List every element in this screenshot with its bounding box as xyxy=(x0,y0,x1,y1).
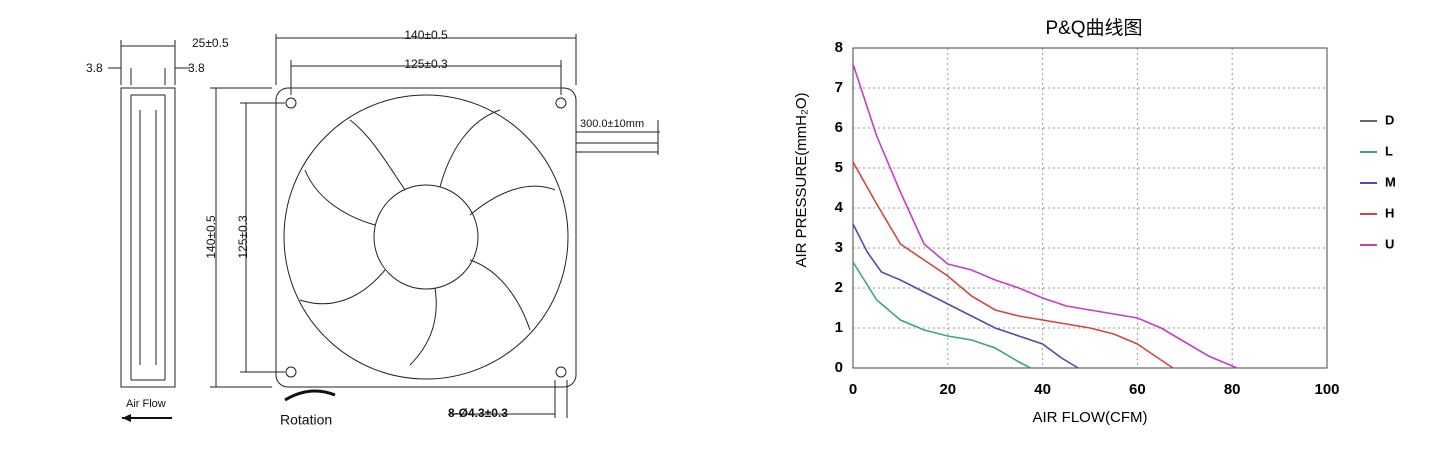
chart: P&Q曲线图 AIR FLOW(CFM) AIR PRESSURE(mmH₂O)… xyxy=(793,17,1396,426)
y-tick-label: 0 xyxy=(835,359,843,376)
series-line xyxy=(852,261,1032,369)
x-tick-label: 60 xyxy=(1129,381,1146,398)
dim-label: 140±0.5 xyxy=(404,28,448,42)
fan-hub xyxy=(373,184,479,290)
fan-blades xyxy=(299,109,556,366)
cable xyxy=(576,120,660,155)
hole-dimension xyxy=(450,380,568,418)
x-axis-label: AIR FLOW(CFM) xyxy=(1033,409,1148,426)
fan-side xyxy=(120,87,176,388)
dim-label: 3.8 xyxy=(188,61,205,75)
side-dimensions xyxy=(108,40,190,85)
legend-label: M xyxy=(1385,174,1396,189)
rotation-arrow xyxy=(284,389,336,402)
y-tick-label: 6 xyxy=(835,119,843,136)
height-dimensions xyxy=(210,87,285,388)
y-tick-label: 8 xyxy=(835,39,843,56)
fan-side-detail xyxy=(130,94,166,381)
x-tick-label: 100 xyxy=(1314,381,1339,398)
y-tick-label: 2 xyxy=(835,279,843,296)
fan-ring xyxy=(283,94,569,380)
dim-label: 8-Ø4.3±0.3 xyxy=(448,406,508,420)
dim-label: 125±0.3 xyxy=(404,57,448,71)
arrowhead xyxy=(122,414,131,422)
plot-frame xyxy=(852,47,1328,369)
air-flow-label: Air Flow xyxy=(126,398,166,410)
legend-label: H xyxy=(1385,205,1394,220)
mount-holes xyxy=(285,97,567,378)
x-tick-label: 0 xyxy=(849,381,857,398)
rotation-label: Rotation xyxy=(280,412,332,428)
x-tick-label: 80 xyxy=(1224,381,1241,398)
series-line xyxy=(852,161,1174,369)
fan-frame xyxy=(275,87,577,388)
fan-drawing: 25±0.5 3.8 3.8 Air Flow 140±0.5 125±0.3 … xyxy=(86,28,660,428)
dim-label: 3.8 xyxy=(86,61,103,75)
legend-label: L xyxy=(1385,143,1393,158)
x-tick-label: 20 xyxy=(939,381,956,398)
dim-label: 140±0.5 xyxy=(204,215,218,259)
cable-label: 300.0±10mm xyxy=(580,118,644,130)
dim-label: 25±0.5 xyxy=(192,36,229,50)
y-tick-label: 5 xyxy=(835,159,843,176)
y-tick-label: 4 xyxy=(835,199,844,216)
series-line xyxy=(852,223,1079,369)
chart-title: P&Q曲线图 xyxy=(1045,17,1142,39)
x-tick-label: 40 xyxy=(1034,381,1051,398)
dim-label: 125±0.3 xyxy=(236,215,250,259)
y-tick-label: 7 xyxy=(835,79,843,96)
legend-label: D xyxy=(1385,112,1394,127)
front-dimensions xyxy=(275,34,577,95)
y-tick-label: 3 xyxy=(835,239,843,256)
y-tick-label: 1 xyxy=(835,319,843,336)
y-axis-label: AIR PRESSURE(mmH₂O) xyxy=(793,92,810,267)
series-line xyxy=(852,63,1238,369)
legend-label: U xyxy=(1385,236,1394,251)
